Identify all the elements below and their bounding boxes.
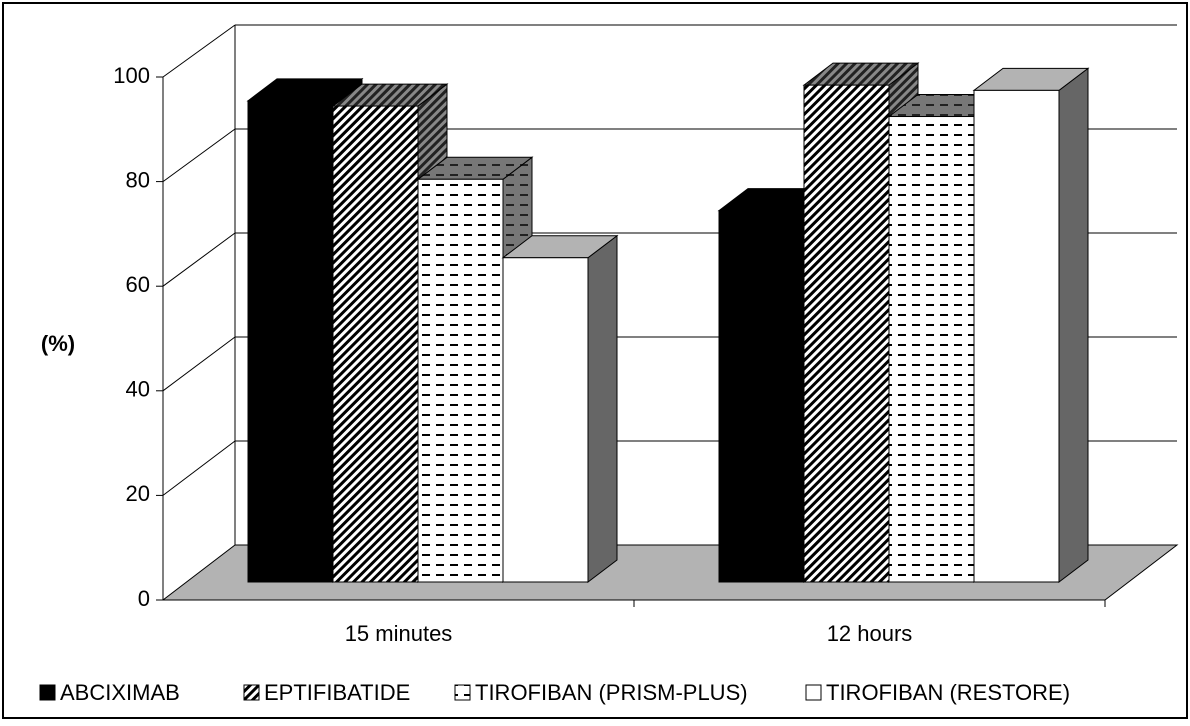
legend-label: TIROFIBAN (RESTORE) [826,680,1070,705]
y-tick-label: 80 [126,167,150,192]
legend-marker [39,684,56,701]
legend-label: TIROFIBAN (PRISM-PLUS) [475,680,748,705]
y-axis-label: (%) [41,331,75,356]
grid-line-side [162,232,236,287]
bar [417,178,504,583]
legend-label: EPTIFIBATIDE [264,680,410,705]
x-tick-label: 15 minutes [345,621,453,646]
bar [973,89,1060,583]
grid-line-side [162,24,236,78]
y-tick-label: 40 [126,377,150,402]
grid-line-side [162,336,236,392]
legend-label: ABCIXIMAB [60,680,180,705]
legend-marker [454,684,471,701]
bar [502,257,589,583]
grid-line-side [162,128,236,183]
x-tick-label: 12 hours [827,621,913,646]
bar [247,100,334,583]
bar-side [587,234,618,584]
grid-line-side [162,440,236,496]
y-tick-label: 100 [113,63,150,88]
y-tick-label: 60 [126,272,150,297]
bar [888,116,975,583]
bar [718,210,805,583]
bar-side [1058,67,1089,584]
y-tick-label: 20 [126,481,150,506]
bar [803,84,890,583]
y-tick-label: 0 [138,586,150,611]
legend-marker [243,684,260,701]
legend-marker [805,684,822,701]
bar [332,105,419,583]
